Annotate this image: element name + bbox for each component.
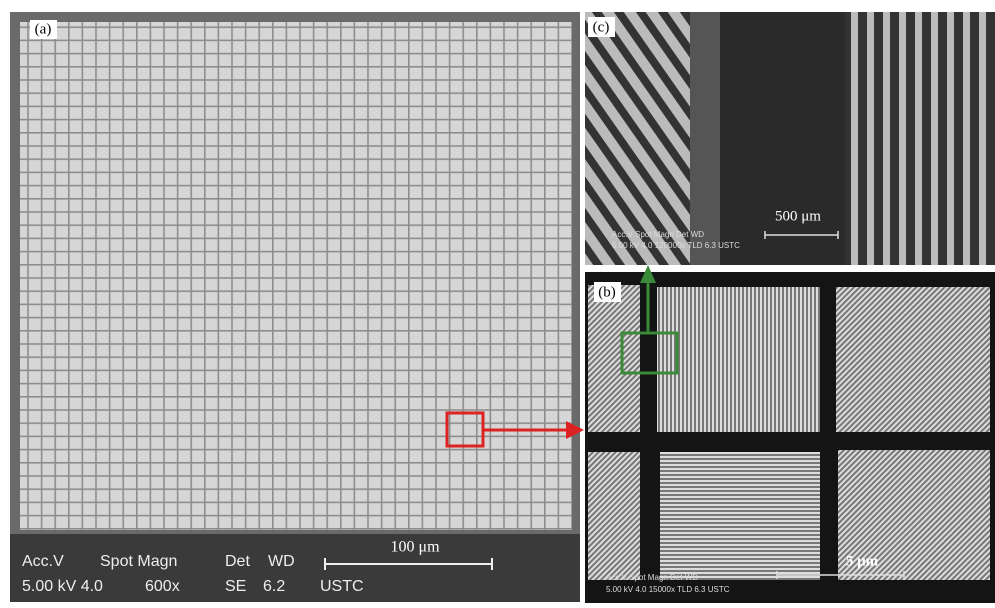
info: Det bbox=[225, 553, 250, 570]
panel-label: (c) bbox=[593, 19, 610, 35]
info: Acc.V Spot Magn Det WD bbox=[606, 573, 698, 582]
panel-c: (c) Acc.V Spot Magn Det WD 5.00 kV 4.0 1… bbox=[585, 12, 995, 265]
scale-bar-label: 100 μm bbox=[390, 539, 440, 556]
info: Spot Magn bbox=[100, 553, 177, 570]
info: Acc.V bbox=[22, 553, 64, 570]
figure: (a) Acc.V Spot Magn Det WD 5.00 kV 4.0 6… bbox=[0, 0, 995, 603]
panel-a: (a) Acc.V Spot Magn Det WD 5.00 kV 4.0 6… bbox=[10, 12, 584, 602]
scale-bar-label: 500 μm bbox=[775, 208, 821, 224]
info: 5.00 kV 4.0 120000x TLD 6.3 USTC bbox=[612, 241, 740, 250]
info: 6.2 bbox=[263, 578, 285, 595]
panel-label: (b) bbox=[598, 284, 616, 300]
info: USTC bbox=[320, 578, 364, 595]
info: WD bbox=[268, 553, 295, 570]
info: Acc.V Spot Magn Det WD bbox=[612, 230, 704, 239]
panel-label: (a) bbox=[35, 21, 52, 37]
info: SE bbox=[225, 578, 246, 595]
panel-b: (b) Acc.V Spot Magn Det WD 5.00 kV 4.0 1… bbox=[585, 265, 995, 603]
scale-bar-label: 5 μm bbox=[846, 553, 879, 569]
info: 600x bbox=[145, 578, 180, 595]
info: 5.00 kV 4.0 15000x TLD 6.3 USTC bbox=[606, 585, 730, 594]
info: 5.00 kV 4.0 bbox=[22, 578, 103, 595]
